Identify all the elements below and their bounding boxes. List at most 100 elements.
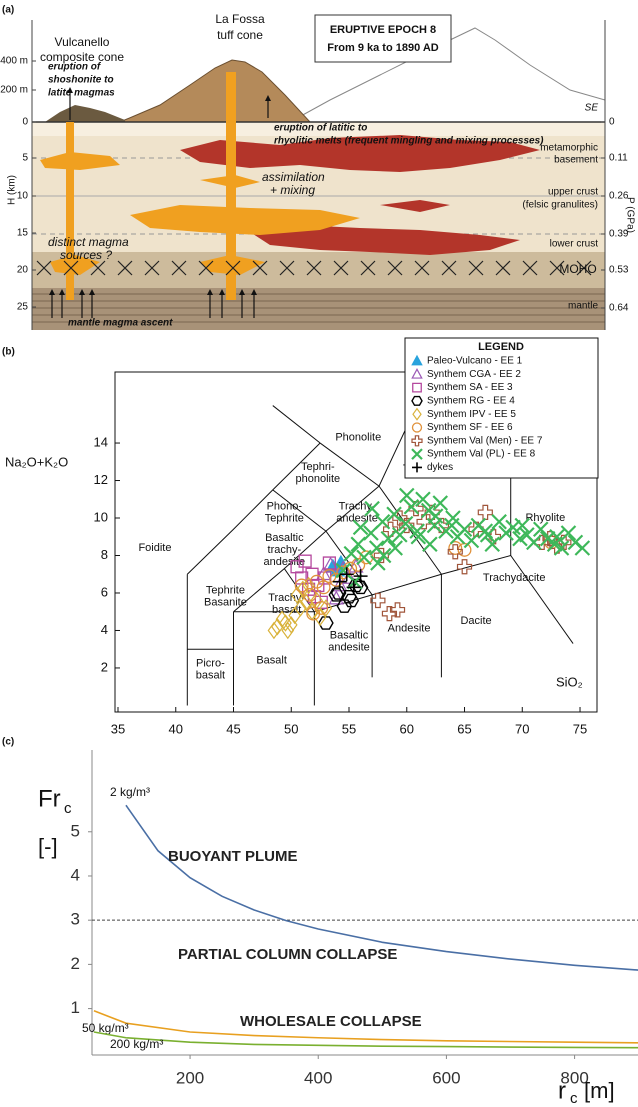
title-box xyxy=(315,15,451,62)
legend-label: Synthem Val (Men) - EE 7 xyxy=(427,435,543,446)
x-tick-label: 70 xyxy=(515,721,529,736)
y-tick-label: 8 xyxy=(101,547,108,562)
field-label: Trachydacite xyxy=(483,572,546,584)
diagram-label: rhyolitic melts (frequent mingling and m… xyxy=(274,136,544,147)
y-tick-label: 3 xyxy=(71,910,80,929)
field-label: Basalt xyxy=(256,654,287,666)
left-axis-title: H (km) xyxy=(7,175,18,205)
field-label: trachy- xyxy=(268,544,302,556)
x-tick-label: 200 xyxy=(176,1068,204,1087)
y-tick-label: 2 xyxy=(101,659,108,674)
x-axis-symbol: r xyxy=(558,1077,566,1104)
y-tick-label: 6 xyxy=(101,584,108,599)
x-axis-subscript: c xyxy=(570,1090,578,1107)
x-axis-unit: [m] xyxy=(584,1078,615,1103)
field-label: Phono- xyxy=(267,500,303,512)
diagram-label: MOHO xyxy=(559,262,596,276)
moho-zone xyxy=(32,252,605,288)
diagram-label: Vulcanello xyxy=(55,35,110,49)
field-label: Tephrite xyxy=(206,585,245,597)
diagram-label: + mixing xyxy=(270,183,315,197)
diagram-label: From 9 ka to 1890 AD xyxy=(327,42,439,54)
x-tick-label: 600 xyxy=(432,1068,460,1087)
field-label: Tephri- xyxy=(301,461,335,473)
y-axis-title: Na₂O+K₂O xyxy=(5,454,68,469)
field-label: Rhyolite xyxy=(525,512,565,524)
field-label: Tephrite xyxy=(265,512,304,524)
field-label: Picro- xyxy=(196,658,225,670)
diagram-label: assimilation xyxy=(262,170,325,184)
panel-label: (b) xyxy=(2,347,15,358)
diagram-label: La Fossa xyxy=(215,12,265,26)
x-tick-label: 75 xyxy=(573,721,587,736)
x-tick-label: 65 xyxy=(457,721,471,736)
right-axis-title: P (GPa) xyxy=(624,197,635,233)
y-tick-label: 2 xyxy=(71,954,80,973)
diagram-label: ERUPTIVE EPOCH 8 xyxy=(330,24,436,36)
froude-chart: (c)2004006008001000123452 kg/m³50 kg/m³2… xyxy=(2,737,638,1107)
legend-title: LEGEND xyxy=(478,341,524,353)
diagram-label: eruption of xyxy=(48,62,102,73)
diagram-label: upper crust xyxy=(548,187,598,198)
left-tick-label: 20 xyxy=(17,265,29,276)
legend-label: Synthem RG - EE 4 xyxy=(427,396,515,407)
left-tick-label: 10 xyxy=(17,191,29,202)
field-label: Foidite xyxy=(138,542,171,554)
x-tick-label: 35 xyxy=(111,721,125,736)
right-tick-label: 0 xyxy=(609,117,615,128)
y-axis-unit: [-] xyxy=(38,834,58,859)
x-tick-label: 55 xyxy=(342,721,356,736)
y-tick-label: 10 xyxy=(94,509,108,524)
field-label: Dacite xyxy=(460,615,491,627)
y-tick-label: 14 xyxy=(94,434,108,449)
y-tick-label: 4 xyxy=(101,622,108,637)
field-label: Andesite xyxy=(388,622,431,634)
diagram-label: mantle xyxy=(568,301,598,312)
y-tick-label: 4 xyxy=(71,865,80,884)
left-tick-label: 200 m xyxy=(0,85,28,96)
legend-label: Paleo-Vulcano - EE 1 xyxy=(427,356,523,367)
diagram-label: (a) xyxy=(2,5,14,16)
left-tick-label: 15 xyxy=(17,228,29,239)
x-tick-label: 400 xyxy=(304,1068,332,1087)
left-tick-label: 5 xyxy=(22,153,28,164)
y-tick-label: 1 xyxy=(71,998,80,1017)
field-label: Basaltic xyxy=(330,630,369,642)
field-label: basalt xyxy=(196,670,225,682)
left-tick-label: 400 m xyxy=(0,56,28,67)
diagram-label: lower crust xyxy=(550,239,599,250)
right-tick-label: 0.53 xyxy=(609,265,629,276)
annotation: BUOYANT PLUME xyxy=(168,848,297,865)
panel-label: (c) xyxy=(2,737,14,748)
legend-label: dykes xyxy=(427,462,453,473)
diagram-label: latite magmas xyxy=(48,88,115,99)
x-tick-label: 45 xyxy=(226,721,240,736)
left-tick-label: 25 xyxy=(17,302,29,313)
diagram-label: eruption of latitic to xyxy=(274,123,367,134)
legend-label: Synthem IPV - EE 5 xyxy=(427,409,516,420)
field-label: Phonolite xyxy=(335,431,381,443)
left-tick-label: 0 xyxy=(22,117,28,128)
y-axis-symbol: Fr xyxy=(38,785,61,812)
right-tick-label: 0.11 xyxy=(609,153,628,164)
right-tick-label: 0.64 xyxy=(609,303,629,314)
annotation: PARTIAL COLUMN COLLAPSE xyxy=(178,946,397,963)
series-label: 2 kg/m³ xyxy=(110,785,150,799)
y-tick-label: 12 xyxy=(94,472,108,487)
diagram-label: basement xyxy=(554,155,598,166)
series-label: 50 kg/m³ xyxy=(82,1021,129,1035)
annotation: WHOLESALE COLLAPSE xyxy=(240,1013,422,1030)
legend-label: Synthem SA - EE 3 xyxy=(427,382,513,393)
figure: 400 m200 m051015202500.110.260.390.530.6… xyxy=(0,0,638,1107)
series-label: 200 kg/m³ xyxy=(110,1037,163,1051)
field-label: phonolite xyxy=(295,473,340,485)
curve xyxy=(94,1032,638,1048)
x-tick-label: 60 xyxy=(400,721,414,736)
y-axis-subscript: c xyxy=(64,800,72,817)
diagram-label: shoshonite to xyxy=(48,75,114,86)
field-label: Basanite xyxy=(204,597,247,609)
diagram-label: (felsic granulites) xyxy=(522,200,598,211)
diagram-label: mantle magma ascent xyxy=(68,318,173,329)
diagram-label: SE xyxy=(585,103,599,114)
